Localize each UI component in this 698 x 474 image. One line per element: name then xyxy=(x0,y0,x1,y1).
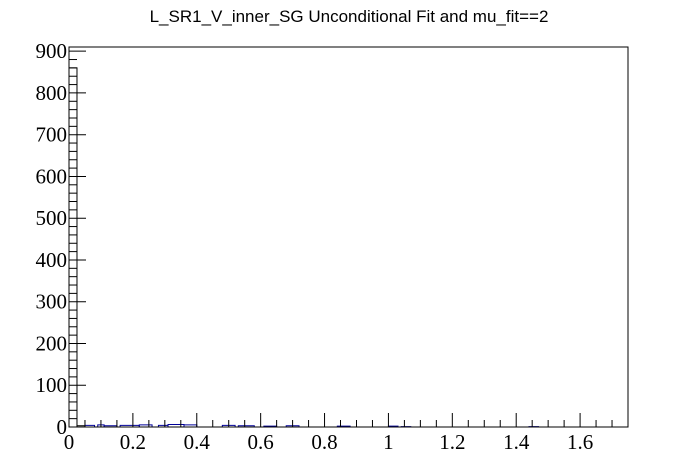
y-tick-label: 600 xyxy=(36,164,68,188)
y-tick-label: 300 xyxy=(36,290,68,314)
histogram-bin-1-9 xyxy=(237,425,255,427)
x-tick-label: 0.2 xyxy=(120,430,146,454)
plot-frame xyxy=(68,46,629,428)
x-tick-label: 1.2 xyxy=(439,430,465,454)
histogram-bin-0-0 xyxy=(68,67,78,427)
x-tick-label: 0 xyxy=(64,430,75,454)
y-tick-label: 100 xyxy=(36,373,68,397)
bars-layer xyxy=(68,67,540,428)
y-tick-label: 800 xyxy=(36,81,68,105)
y-tick-label: 400 xyxy=(36,248,68,272)
x-tick-label: 1 xyxy=(383,430,394,454)
x-tick-label: 0.6 xyxy=(248,430,274,454)
y-tick-label: 0 xyxy=(57,415,68,439)
axes-layer: 0 0.2 0.4 0.6 0.8 1 1.2 1.4 1.6 0 100 200 300 400 500 6… xyxy=(36,39,629,454)
x-tick-label: 1.4 xyxy=(503,430,530,454)
y-tick-label: 900 xyxy=(36,39,68,63)
x-tick-label: 1.6 xyxy=(567,430,593,454)
y-tick-label: 200 xyxy=(36,331,68,355)
x-tick-label: 0.8 xyxy=(311,430,337,454)
y-tick-label: 700 xyxy=(36,123,68,147)
x-tick-label: 0.4 xyxy=(184,430,211,454)
chart-title: L_SR1_V_inner_SG Unconditional Fit and m… xyxy=(150,7,549,26)
y-tick-label: 500 xyxy=(36,206,68,230)
histogram-bin-1-4 xyxy=(138,424,153,427)
